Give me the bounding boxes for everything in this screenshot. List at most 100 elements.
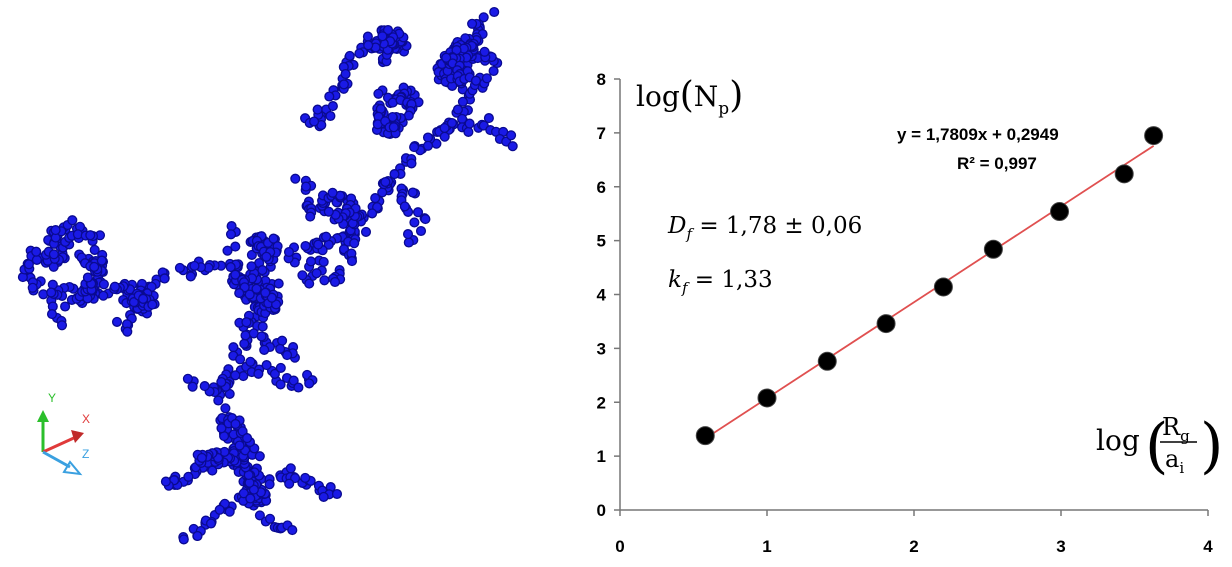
aggregate-particle	[300, 181, 312, 192]
aggregate-particle	[439, 122, 450, 134]
data-point	[817, 351, 837, 371]
aggregate-particle	[246, 261, 257, 272]
x-tick-label: 2	[909, 537, 918, 556]
aggregate-particle	[409, 142, 420, 153]
aggregate-particle	[362, 31, 373, 42]
aggregate-particle	[284, 478, 295, 489]
aggregate-particle	[199, 381, 210, 392]
aggregate-particle	[268, 233, 279, 244]
aggregate-particle	[238, 488, 249, 499]
x-axis-label-func: log	[1096, 424, 1140, 457]
aggregate-particle	[82, 272, 93, 283]
x-axis-label-close-paren: )	[1200, 411, 1223, 481]
aggregate-particle	[257, 321, 268, 332]
aggregate-particle	[27, 282, 38, 293]
aggregate-particle	[254, 451, 265, 462]
aggregate-particle	[388, 122, 399, 133]
aggregate-particle	[264, 479, 275, 490]
aggregate-particle	[159, 273, 170, 284]
aggregate-particle	[230, 418, 241, 430]
aggregate-particle	[507, 141, 518, 152]
data-point	[933, 277, 953, 297]
aggregate-particle	[275, 362, 286, 373]
trendline-equation: y = 1,7809x + 0,2949	[897, 125, 1059, 144]
aggregate-particle	[415, 225, 427, 237]
aggregate-particle	[230, 269, 241, 280]
aggregate-particle	[304, 378, 315, 389]
data-point	[1114, 164, 1134, 184]
aggregate-particle	[382, 24, 394, 36]
aggregate-particle	[288, 375, 299, 386]
aggregate-particle	[399, 201, 410, 212]
aggregate-particle	[31, 254, 42, 265]
aggregate-particle	[338, 79, 349, 90]
y-tick-label: 3	[597, 339, 606, 358]
aggregate-particle	[407, 187, 418, 198]
aggregate-particle	[234, 440, 245, 451]
trendline	[704, 145, 1155, 440]
aggregate-particle	[481, 73, 492, 84]
aggregate-particle	[89, 261, 100, 272]
aggregate-particle	[260, 287, 271, 298]
aggregate-particle	[246, 249, 257, 260]
aggregate-particle	[483, 113, 494, 124]
chart-axes	[614, 78, 1209, 516]
triad-x-arrow	[71, 430, 84, 443]
aggregate-particle	[470, 75, 482, 86]
aggregate-particle	[192, 530, 203, 542]
aggregate-particle	[257, 265, 268, 276]
aggregate-particle	[46, 309, 58, 320]
aggregate-particle	[363, 40, 374, 51]
aggregate-particle	[248, 484, 259, 495]
aggregate-particle	[403, 237, 414, 248]
aggregate-particle	[269, 368, 280, 379]
aggregate-particle	[389, 169, 400, 180]
aggregate-particle	[312, 104, 323, 115]
aggregate-particle	[239, 338, 250, 349]
aggregate-particle	[256, 331, 267, 342]
aggregate-particle	[122, 326, 133, 337]
aggregate-particle	[264, 513, 276, 524]
aggregate-particle	[96, 255, 107, 266]
aggregate-particle	[323, 206, 334, 217]
aggregate-particle	[241, 317, 252, 328]
fractal-aggregate-image: Y X Z	[17, 6, 518, 545]
aggregate-particle	[273, 278, 284, 289]
aggregate-particle	[213, 395, 224, 406]
x-tick-labels: 0 1 2 3 4	[615, 537, 1213, 556]
aggregate-particle	[287, 525, 298, 536]
y-axis-label: log(Np)	[636, 75, 743, 119]
aggregate-particle	[478, 12, 489, 23]
aggregate-particles	[17, 6, 518, 545]
aggregate-particle	[46, 287, 57, 298]
y-tick-label: 1	[597, 447, 606, 466]
aggregate-particle	[331, 488, 343, 500]
aggregate-particle	[293, 382, 304, 393]
aggregate-particle	[305, 211, 316, 222]
aggregate-particle	[235, 354, 246, 365]
aggregate-particle	[319, 275, 330, 286]
aggregate-particle	[412, 207, 424, 218]
aggregate-particle	[245, 356, 256, 367]
aggregate-particle	[196, 452, 207, 463]
x-axis-label: log ( Rg ai )	[1096, 411, 1223, 481]
x-axis-label-numerator: Rg	[1162, 413, 1190, 445]
y-tick-label: 8	[597, 70, 606, 89]
aggregate-particle	[300, 240, 311, 252]
aggregate-particle	[290, 173, 301, 184]
data-points	[695, 126, 1164, 446]
aggregate-particle	[266, 292, 277, 303]
aggregate-particle	[234, 288, 245, 299]
aggregate-particle	[216, 376, 227, 388]
aggregate-particle	[109, 281, 120, 292]
prefactor-annotation: kf = 1,33	[668, 267, 773, 297]
aggregate-particle	[259, 344, 270, 355]
aggregate-particle	[464, 118, 475, 129]
aggregate-particle	[409, 217, 420, 228]
aggregate-particle	[178, 534, 189, 545]
aggregate-particle	[251, 283, 262, 294]
aggregate-particle	[441, 52, 452, 63]
aggregate-particle	[240, 330, 251, 341]
x-axis-label-denominator: ai	[1165, 445, 1184, 477]
